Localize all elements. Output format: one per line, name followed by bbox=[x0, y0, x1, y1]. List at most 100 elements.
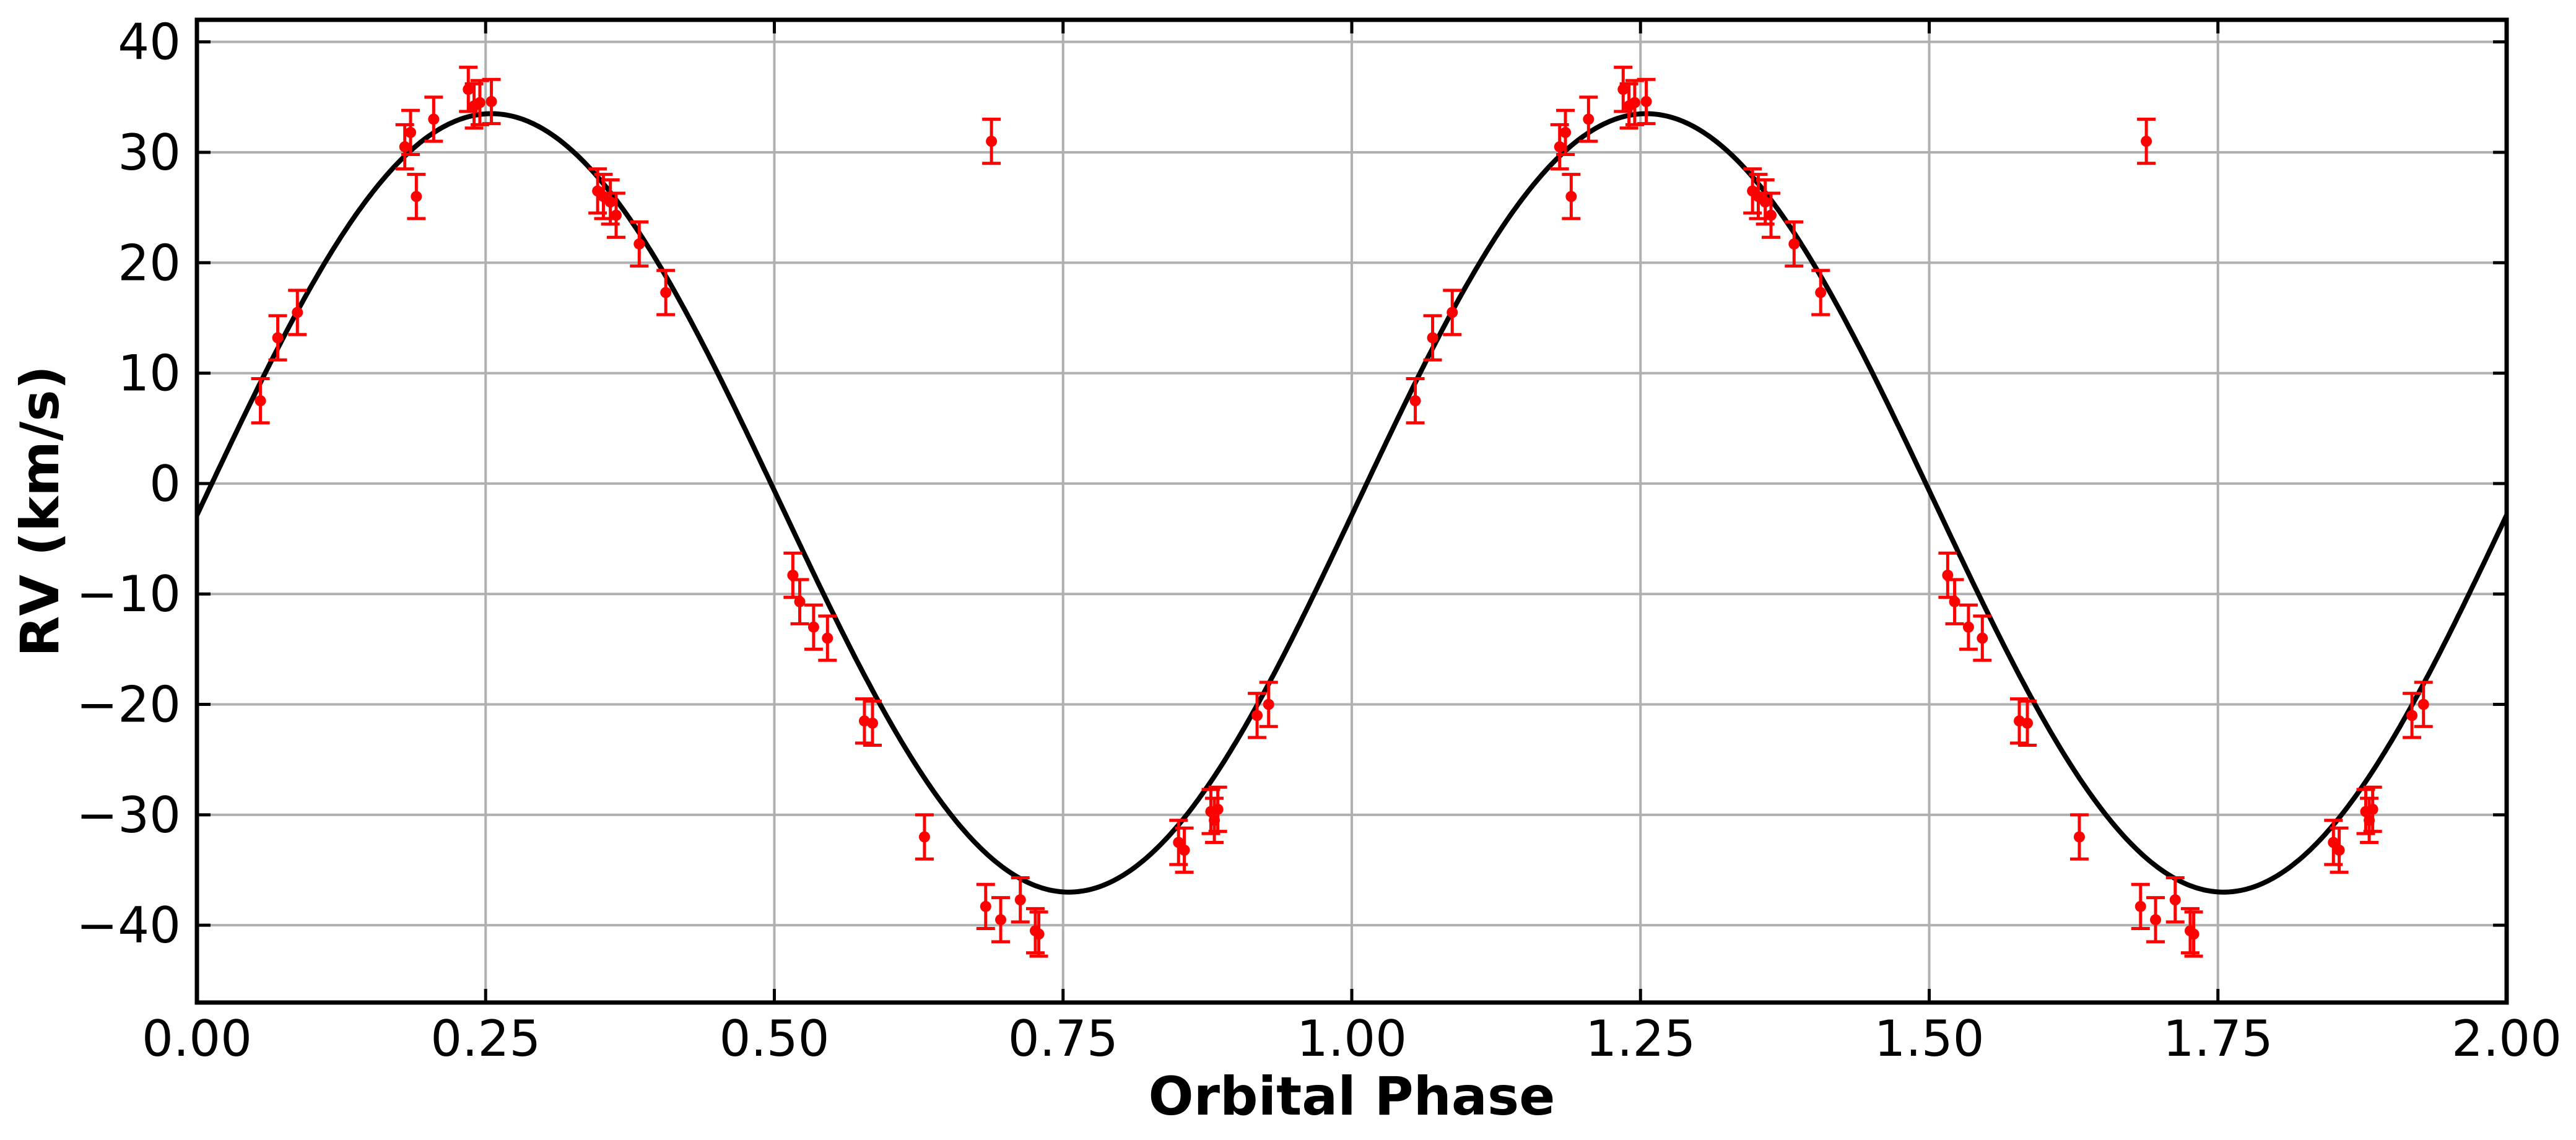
point-marker bbox=[1949, 596, 1960, 607]
point-marker bbox=[1977, 632, 1988, 644]
data-point bbox=[268, 314, 287, 362]
y-tick-label: −20 bbox=[76, 676, 181, 734]
data-point bbox=[395, 123, 414, 171]
y-tick-label: 10 bbox=[118, 345, 181, 402]
data-point bbox=[976, 882, 995, 931]
data-point bbox=[407, 173, 426, 220]
point-marker bbox=[1409, 395, 1421, 407]
x-tick-label: 1.25 bbox=[1585, 1010, 1695, 1068]
data-point bbox=[2146, 896, 2165, 944]
point-marker bbox=[2022, 717, 2034, 729]
x-axis-title: Orbital Phase bbox=[1149, 1066, 1556, 1128]
y-tick-labels: −40 −30 −20 −10 0 10 20 30 40 bbox=[76, 14, 181, 955]
point-marker bbox=[2134, 900, 2146, 912]
data-point bbox=[804, 603, 823, 651]
y-tick-label: 0 bbox=[149, 455, 181, 513]
point-marker bbox=[1178, 844, 1190, 856]
point-marker bbox=[980, 900, 991, 912]
point-marker bbox=[1759, 196, 1771, 208]
x-tick-label: 0.00 bbox=[142, 1010, 252, 1068]
point-marker bbox=[986, 136, 998, 147]
data-point bbox=[1579, 95, 1598, 143]
point-marker bbox=[1560, 126, 1572, 138]
point-marker bbox=[1014, 894, 1026, 906]
x-tick-label: 1.50 bbox=[1874, 1010, 1984, 1068]
data-point bbox=[606, 191, 625, 239]
point-marker bbox=[1565, 191, 1577, 202]
point-marker bbox=[2333, 844, 2345, 856]
point-marker bbox=[1942, 569, 1954, 581]
data-point bbox=[2184, 910, 2203, 958]
data-point bbox=[601, 178, 620, 226]
point-marker bbox=[604, 196, 616, 208]
point-marker bbox=[1033, 928, 1045, 940]
point-marker bbox=[292, 307, 303, 318]
data-point bbox=[982, 117, 1001, 165]
x-tick-label: 0.50 bbox=[719, 1010, 829, 1068]
y-tick-label: 40 bbox=[118, 14, 181, 71]
point-marker bbox=[463, 84, 474, 95]
point-marker bbox=[411, 191, 422, 202]
point-marker bbox=[405, 126, 417, 138]
x-tick-label: 1.75 bbox=[2163, 1010, 2273, 1068]
point-marker bbox=[807, 621, 819, 633]
data-point bbox=[1443, 289, 1462, 336]
point-marker bbox=[2367, 803, 2378, 815]
point-marker bbox=[1263, 698, 1274, 710]
data-point bbox=[1811, 269, 1830, 316]
point-marker bbox=[867, 717, 879, 729]
point-marker bbox=[2328, 837, 2339, 848]
model-curve-group bbox=[194, 111, 2509, 895]
point-marker bbox=[1173, 837, 1185, 848]
gridlines bbox=[196, 20, 2508, 1003]
data-point bbox=[863, 699, 882, 747]
point-marker bbox=[787, 569, 799, 581]
data-point bbox=[1423, 314, 1442, 362]
y-axis-title: RV (km/s) bbox=[9, 365, 71, 657]
data-point bbox=[2414, 681, 2433, 728]
point-marker bbox=[1554, 141, 1565, 153]
data-point bbox=[1945, 578, 1964, 625]
data-point bbox=[482, 77, 501, 126]
data-point bbox=[2330, 826, 2349, 874]
data-point bbox=[783, 551, 803, 599]
point-marker bbox=[272, 332, 284, 344]
data-point bbox=[2009, 697, 2029, 745]
point-marker bbox=[2073, 831, 2085, 843]
data-point bbox=[991, 896, 1011, 944]
point-marker bbox=[1629, 97, 1640, 108]
point-marker bbox=[1447, 307, 1458, 318]
point-marker bbox=[399, 141, 411, 153]
point-marker bbox=[2150, 914, 2162, 926]
data-point bbox=[1029, 910, 1048, 958]
data-point bbox=[424, 95, 443, 143]
point-marker bbox=[822, 632, 833, 644]
data-point bbox=[915, 813, 934, 861]
data-point bbox=[1011, 876, 1030, 924]
data-point bbox=[656, 269, 676, 316]
data-point bbox=[2069, 813, 2089, 861]
data-point bbox=[1556, 108, 1575, 157]
data-point bbox=[1208, 785, 1227, 833]
x-tick-label: 1.00 bbox=[1297, 1010, 1407, 1068]
point-marker bbox=[794, 596, 806, 607]
point-marker bbox=[2188, 928, 2200, 940]
point-marker bbox=[2169, 894, 2181, 906]
data-point bbox=[2018, 699, 2037, 747]
model-curve bbox=[194, 111, 2509, 895]
point-marker bbox=[1251, 710, 1263, 721]
point-marker bbox=[2406, 710, 2418, 721]
point-marker bbox=[995, 914, 1007, 926]
point-marker bbox=[1765, 209, 1777, 221]
data-point bbox=[1248, 692, 1267, 739]
data-point bbox=[1959, 603, 1978, 651]
point-marker bbox=[1427, 332, 1438, 344]
data-point bbox=[1562, 173, 1581, 220]
x-tick-labels: 0.00 0.25 0.50 0.75 1.00 1.25 1.50 1.75 2.00 bbox=[142, 1010, 2562, 1068]
data-point bbox=[1175, 826, 1194, 874]
point-marker bbox=[610, 209, 622, 221]
x-tick-label: 0.75 bbox=[1008, 1010, 1118, 1068]
data-point bbox=[401, 108, 420, 157]
data-point bbox=[1637, 77, 1656, 126]
point-marker bbox=[1640, 95, 1652, 107]
